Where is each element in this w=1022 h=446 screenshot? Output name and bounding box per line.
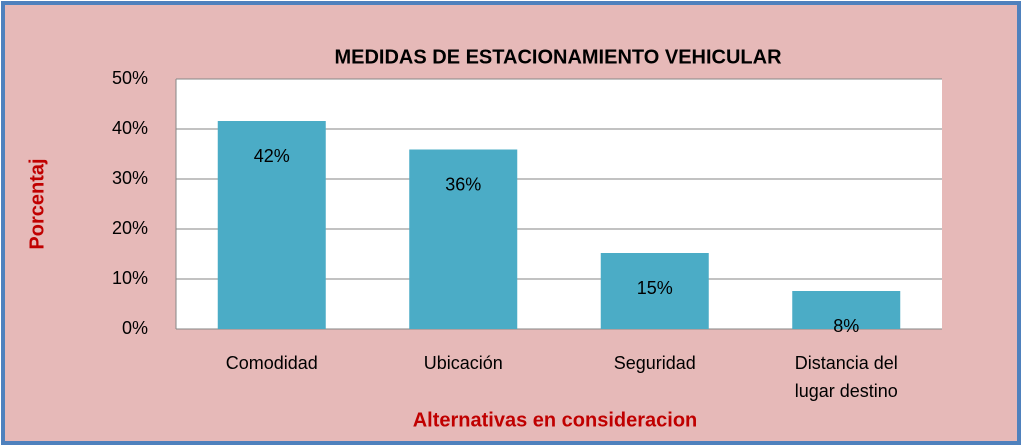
- y-tick-label: 20%: [112, 218, 148, 238]
- bar: [217, 121, 326, 329]
- y-tick-label: 40%: [112, 118, 148, 138]
- y-tick-label: 10%: [112, 268, 148, 288]
- y-tick-label: 30%: [112, 168, 148, 188]
- bar: [600, 253, 709, 329]
- x-tick-label: Comodidad: [226, 353, 318, 373]
- y-tick-label: 0%: [122, 318, 148, 338]
- x-tick-label: Ubicación: [424, 353, 503, 373]
- x-tick-label: Seguridad: [614, 353, 696, 373]
- x-tick-label: Distancia del lugar destino: [795, 353, 898, 401]
- data-label: 8%: [833, 316, 859, 336]
- bar: [409, 149, 518, 329]
- data-label: 42%: [254, 146, 290, 166]
- data-label: 36%: [445, 174, 481, 194]
- x-axis-label: Alternativas en consideracion: [413, 409, 698, 431]
- chart-title: MEDIDAS DE ESTACIONAMIENTO VEHICULAR: [334, 46, 782, 68]
- y-tick-label: 50%: [112, 68, 148, 88]
- bar: [792, 291, 901, 329]
- data-label: 15%: [637, 278, 673, 298]
- y-axis-label: Porcentaj: [26, 158, 48, 249]
